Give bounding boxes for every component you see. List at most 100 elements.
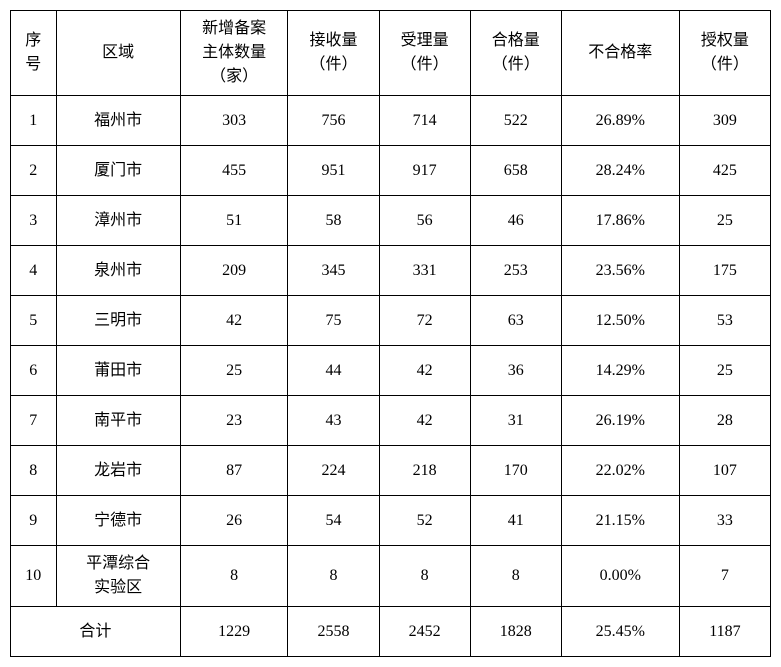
cell-seq: 8 xyxy=(11,446,57,496)
cell-seq: 7 xyxy=(11,396,57,446)
cell-entities: 26 xyxy=(180,496,288,546)
cell-authorized: 107 xyxy=(679,446,770,496)
cell-entities: 51 xyxy=(180,196,288,246)
cell-entities: 8 xyxy=(180,546,288,607)
col-header-authorized: 授权量（件） xyxy=(679,11,770,96)
table-row: 10平潭综合实验区88880.00%7 xyxy=(11,546,771,607)
cell-authorized: 28 xyxy=(679,396,770,446)
cell-received: 756 xyxy=(288,96,379,146)
cell-qualified: 658 xyxy=(470,146,561,196)
cell-entities: 455 xyxy=(180,146,288,196)
header-row: 序号 区域 新增备案主体数量（家） 接收量（件） 受理量（件） 合格量（件） 不… xyxy=(11,11,771,96)
cell-qualified: 522 xyxy=(470,96,561,146)
table-row: 4泉州市20934533125323.56%175 xyxy=(11,246,771,296)
total-failrate: 25.45% xyxy=(561,607,679,657)
cell-region: 平潭综合实验区 xyxy=(56,546,180,607)
cell-received: 44 xyxy=(288,346,379,396)
cell-received: 8 xyxy=(288,546,379,607)
cell-authorized: 53 xyxy=(679,296,770,346)
cell-received: 43 xyxy=(288,396,379,446)
cell-region: 龙岩市 xyxy=(56,446,180,496)
cell-received: 75 xyxy=(288,296,379,346)
cell-seq: 6 xyxy=(11,346,57,396)
cell-received: 58 xyxy=(288,196,379,246)
cell-qualified: 63 xyxy=(470,296,561,346)
col-header-entities: 新增备案主体数量（家） xyxy=(180,11,288,96)
cell-seq: 10 xyxy=(11,546,57,607)
cell-accepted: 714 xyxy=(379,96,470,146)
total-row: 合计122925582452182825.45%1187 xyxy=(11,607,771,657)
total-accepted: 2452 xyxy=(379,607,470,657)
cell-accepted: 56 xyxy=(379,196,470,246)
cell-entities: 42 xyxy=(180,296,288,346)
cell-seq: 4 xyxy=(11,246,57,296)
cell-failrate: 26.89% xyxy=(561,96,679,146)
cell-entities: 87 xyxy=(180,446,288,496)
cell-entities: 25 xyxy=(180,346,288,396)
cell-region: 宁德市 xyxy=(56,496,180,546)
col-header-qualified: 合格量（件） xyxy=(470,11,561,96)
cell-accepted: 52 xyxy=(379,496,470,546)
cell-failrate: 26.19% xyxy=(561,396,679,446)
table-row: 3漳州市5158564617.86%25 xyxy=(11,196,771,246)
cell-authorized: 175 xyxy=(679,246,770,296)
cell-region: 漳州市 xyxy=(56,196,180,246)
cell-qualified: 253 xyxy=(470,246,561,296)
cell-accepted: 42 xyxy=(379,396,470,446)
cell-accepted: 42 xyxy=(379,346,470,396)
cell-entities: 209 xyxy=(180,246,288,296)
cell-authorized: 33 xyxy=(679,496,770,546)
cell-received: 54 xyxy=(288,496,379,546)
table-row: 6莆田市2544423614.29%25 xyxy=(11,346,771,396)
cell-accepted: 331 xyxy=(379,246,470,296)
cell-authorized: 309 xyxy=(679,96,770,146)
table-row: 1福州市30375671452226.89%309 xyxy=(11,96,771,146)
cell-seq: 2 xyxy=(11,146,57,196)
cell-qualified: 36 xyxy=(470,346,561,396)
cell-failrate: 22.02% xyxy=(561,446,679,496)
cell-received: 951 xyxy=(288,146,379,196)
col-header-failrate: 不合格率 xyxy=(561,11,679,96)
cell-failrate: 28.24% xyxy=(561,146,679,196)
table-row: 9宁德市2654524121.15%33 xyxy=(11,496,771,546)
col-header-seq: 序号 xyxy=(11,11,57,96)
col-header-received: 接收量（件） xyxy=(288,11,379,96)
cell-authorized: 25 xyxy=(679,346,770,396)
cell-failrate: 21.15% xyxy=(561,496,679,546)
cell-failrate: 14.29% xyxy=(561,346,679,396)
total-label: 合计 xyxy=(11,607,181,657)
cell-failrate: 12.50% xyxy=(561,296,679,346)
table-row: 5三明市4275726312.50%53 xyxy=(11,296,771,346)
cell-authorized: 25 xyxy=(679,196,770,246)
cell-region: 福州市 xyxy=(56,96,180,146)
cell-failrate: 17.86% xyxy=(561,196,679,246)
table-body: 1福州市30375671452226.89%3092厦门市45595191765… xyxy=(11,96,771,657)
cell-seq: 9 xyxy=(11,496,57,546)
cell-qualified: 41 xyxy=(470,496,561,546)
cell-received: 345 xyxy=(288,246,379,296)
cell-accepted: 8 xyxy=(379,546,470,607)
cell-accepted: 917 xyxy=(379,146,470,196)
cell-received: 224 xyxy=(288,446,379,496)
cell-seq: 1 xyxy=(11,96,57,146)
cell-region: 南平市 xyxy=(56,396,180,446)
cell-qualified: 170 xyxy=(470,446,561,496)
cell-authorized: 7 xyxy=(679,546,770,607)
cell-authorized: 425 xyxy=(679,146,770,196)
cell-qualified: 46 xyxy=(470,196,561,246)
cell-region: 三明市 xyxy=(56,296,180,346)
cell-region: 莆田市 xyxy=(56,346,180,396)
total-entities: 1229 xyxy=(180,607,288,657)
col-header-accepted: 受理量（件） xyxy=(379,11,470,96)
cell-region: 厦门市 xyxy=(56,146,180,196)
col-header-region: 区域 xyxy=(56,11,180,96)
cell-qualified: 31 xyxy=(470,396,561,446)
table-row: 7南平市2343423126.19%28 xyxy=(11,396,771,446)
cell-failrate: 0.00% xyxy=(561,546,679,607)
cell-seq: 3 xyxy=(11,196,57,246)
cell-qualified: 8 xyxy=(470,546,561,607)
cell-accepted: 218 xyxy=(379,446,470,496)
cell-entities: 303 xyxy=(180,96,288,146)
cell-seq: 5 xyxy=(11,296,57,346)
cell-region: 泉州市 xyxy=(56,246,180,296)
